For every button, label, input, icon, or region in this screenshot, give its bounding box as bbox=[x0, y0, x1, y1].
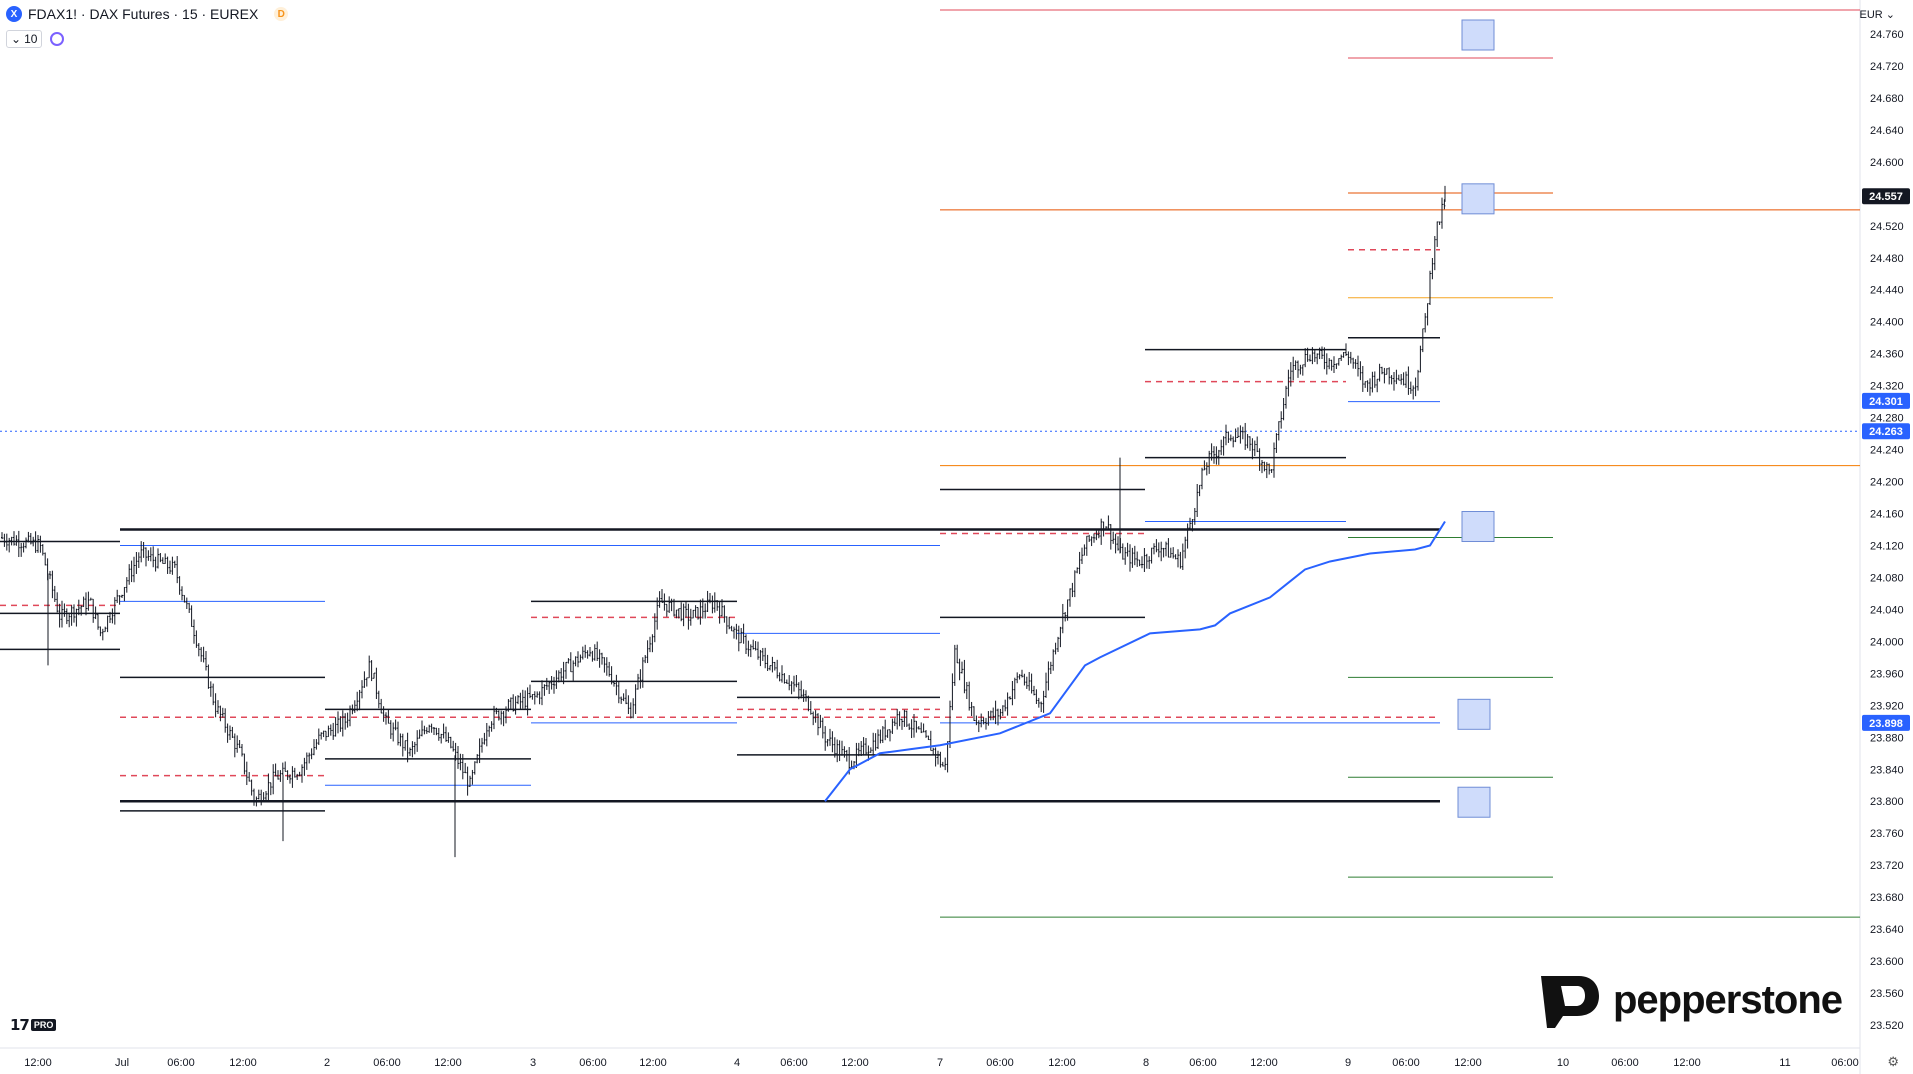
sync-icon[interactable] bbox=[50, 32, 65, 46]
indicator-toggle[interactable]: ⌄ 10 bbox=[6, 30, 43, 48]
marker-box bbox=[1461, 183, 1495, 215]
currency-label: EUR bbox=[1859, 9, 1883, 21]
price-tick-label: 24.320 bbox=[1870, 381, 1904, 393]
pepperstone-wordmark: pepperstone bbox=[1613, 977, 1843, 1022]
price-tick-label: 24.520 bbox=[1870, 221, 1904, 233]
marker-box bbox=[1461, 511, 1495, 543]
price-tick-label: 24.080 bbox=[1870, 572, 1904, 584]
time-tick-label: 06:00 bbox=[167, 1057, 195, 1069]
price-badge-label: 24.263 bbox=[1869, 426, 1903, 438]
time-tick-label: 8 bbox=[1143, 1057, 1149, 1069]
gear-icon[interactable]: ⚙ bbox=[1887, 1054, 1899, 1069]
tv-mark: 17 bbox=[10, 1016, 30, 1034]
indicator-row: ⌄ 10 bbox=[6, 30, 65, 48]
time-tick-label: 3 bbox=[530, 1057, 536, 1069]
time-axis: 12:00 Jul 06:00 12:00 2 06:00 12:00 3 06:00 12:00… bbox=[24, 1057, 1859, 1069]
price-tick-label: 24.440 bbox=[1870, 285, 1904, 297]
price-axis: 24.760 24.720 24.680 24.640 24.600 24.520 24.4… bbox=[1870, 29, 1904, 1032]
chart-title[interactable]: FDAX1! · DAX Futures · 15 · EUREX bbox=[28, 6, 259, 22]
pro-badge: PRO bbox=[30, 1019, 57, 1031]
price-tick-label: 24.200 bbox=[1870, 477, 1904, 489]
price-tick-label: 24.720 bbox=[1870, 61, 1904, 73]
price-tick-label: 23.680 bbox=[1870, 892, 1904, 904]
price-badge bbox=[1862, 714, 1910, 731]
time-tick-label: 06:00 bbox=[780, 1057, 808, 1069]
time-tick-label: 4 bbox=[734, 1057, 740, 1069]
price-badge-label: 24.301 bbox=[1869, 396, 1903, 408]
time-tick-label: 10 bbox=[1557, 1057, 1569, 1069]
price-tick-label: 23.960 bbox=[1870, 668, 1904, 680]
candlestick-series bbox=[1, 185, 1446, 858]
time-tick-label: 12:00 bbox=[639, 1057, 667, 1069]
price-badge-label: 23.898 bbox=[1869, 718, 1903, 730]
price-badge bbox=[1862, 188, 1910, 205]
pepperstone-logo: pepperstone bbox=[1535, 970, 1843, 1030]
chevron-down-icon: ⌄ bbox=[11, 32, 22, 46]
time-tick-label: 12:00 bbox=[24, 1057, 52, 1069]
time-tick-label: 06:00 bbox=[1189, 1057, 1217, 1069]
price-tick-label: 23.880 bbox=[1870, 732, 1904, 744]
marker-box bbox=[1457, 786, 1491, 818]
price-tick-label: 24.000 bbox=[1870, 636, 1904, 648]
price-tick-label: 24.640 bbox=[1870, 125, 1904, 137]
chevron-down-icon: ⌄ bbox=[1885, 9, 1895, 21]
price-tick-label: 23.720 bbox=[1870, 860, 1904, 872]
price-tick-label: 24.680 bbox=[1870, 93, 1904, 105]
time-tick-label: Jul bbox=[115, 1057, 129, 1069]
price-tick-label: 24.760 bbox=[1870, 29, 1904, 41]
marker-box bbox=[1461, 19, 1495, 51]
price-tick-label: 24.120 bbox=[1870, 540, 1904, 552]
time-tick-label: 06:00 bbox=[1611, 1057, 1639, 1069]
time-tick-label: 06:00 bbox=[1392, 1057, 1420, 1069]
price-tick-label: 24.480 bbox=[1870, 253, 1904, 265]
time-tick-label: 12:00 bbox=[841, 1057, 869, 1069]
time-tick-label: 7 bbox=[937, 1057, 943, 1069]
price-tick-label: 24.280 bbox=[1870, 413, 1904, 425]
price-tick-label: 23.800 bbox=[1870, 796, 1904, 808]
price-tick-label: 23.560 bbox=[1870, 988, 1904, 1000]
marker-box bbox=[1457, 698, 1491, 730]
price-tick-label: 24.600 bbox=[1870, 157, 1904, 169]
time-tick-label: 12:00 bbox=[434, 1057, 462, 1069]
indicator-count: 10 bbox=[24, 32, 38, 46]
vwap-line bbox=[824, 520, 1446, 802]
currency-selector[interactable]: EUR ⌄ bbox=[1859, 8, 1895, 21]
time-tick-label: 06:00 bbox=[373, 1057, 401, 1069]
price-tick-label: 24.360 bbox=[1870, 349, 1904, 361]
price-tick-label: 23.640 bbox=[1870, 924, 1904, 936]
price-tick-label: 24.240 bbox=[1870, 445, 1904, 457]
tradingview-logo[interactable]: 17 PRO bbox=[10, 1016, 57, 1034]
symbol-icon: X bbox=[6, 6, 22, 22]
symbol-header[interactable]: X FDAX1! · DAX Futures · 15 · EUREX D bbox=[6, 6, 289, 22]
time-tick-label: 06:00 bbox=[986, 1057, 1014, 1069]
price-tick-label: 24.040 bbox=[1870, 604, 1904, 616]
price-tick-label: 24.160 bbox=[1870, 509, 1904, 521]
price-tick-label: 23.840 bbox=[1870, 764, 1904, 776]
pepperstone-icon bbox=[1541, 976, 1599, 1028]
time-tick-label: 11 bbox=[1779, 1057, 1790, 1069]
time-tick-label: 12:00 bbox=[1048, 1057, 1076, 1069]
data-badge: D bbox=[274, 7, 289, 21]
time-tick-label: 12:00 bbox=[1673, 1057, 1701, 1069]
time-tick-label: 06:00 bbox=[579, 1057, 607, 1069]
time-tick-label: 12:00 bbox=[1250, 1057, 1278, 1069]
price-badge bbox=[1862, 392, 1910, 409]
time-tick-label: 06:00 bbox=[1831, 1057, 1859, 1069]
price-tick-label: 24.400 bbox=[1870, 317, 1904, 329]
price-badge-label: 24.557 bbox=[1869, 191, 1903, 203]
price-tick-label: 23.760 bbox=[1870, 828, 1904, 840]
time-tick-label: 12:00 bbox=[229, 1057, 257, 1069]
price-badge bbox=[1862, 423, 1910, 440]
time-tick-label: 12:00 bbox=[1454, 1057, 1482, 1069]
time-tick-label: 9 bbox=[1345, 1057, 1351, 1069]
price-tick-label: 23.520 bbox=[1870, 1020, 1904, 1032]
price-tick-label: 23.600 bbox=[1870, 956, 1904, 968]
price-tick-label: 23.920 bbox=[1870, 700, 1904, 712]
time-tick-label: 2 bbox=[324, 1057, 330, 1069]
